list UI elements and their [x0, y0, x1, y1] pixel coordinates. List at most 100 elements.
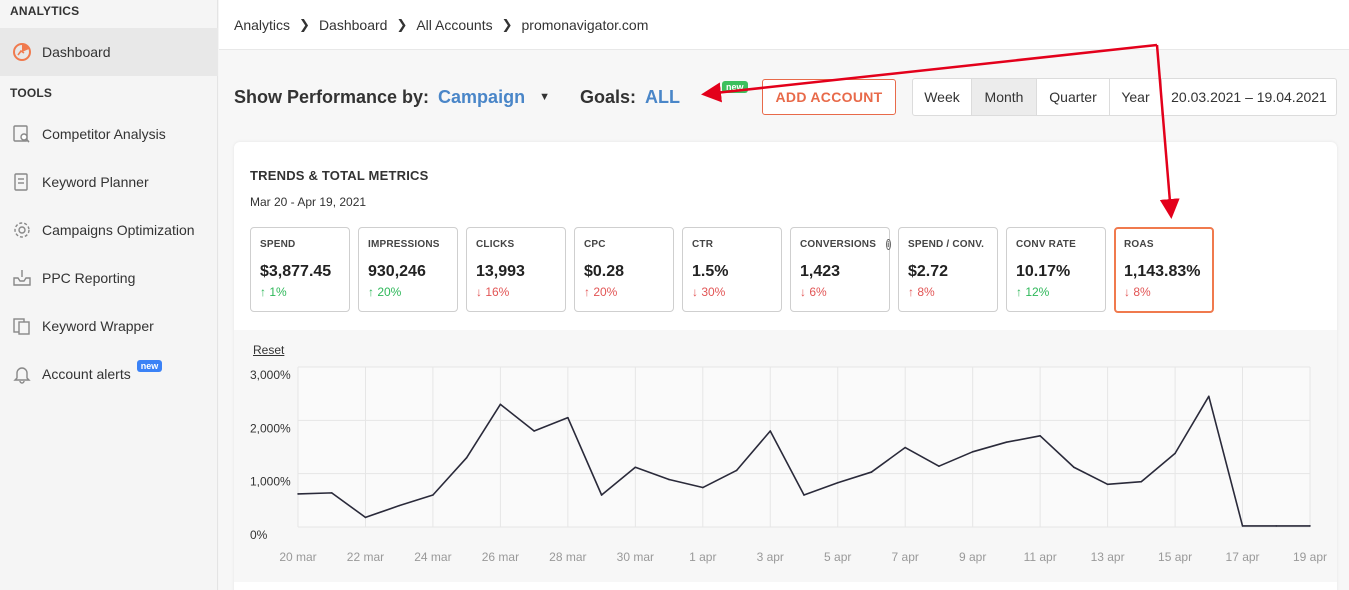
metric-tile-ctr[interactable]: CTR 1.5% ↓ 30% [682, 227, 782, 312]
data-point [432, 494, 434, 496]
metric-label: CLICKS [476, 239, 515, 250]
x-tick-label: 24 mar [414, 550, 451, 564]
data-point [971, 451, 974, 453]
data-point [1208, 395, 1210, 398]
x-tick-label: 22 mar [347, 550, 384, 564]
period-year[interactable]: Year [1110, 79, 1162, 115]
y-tick-label: 1,000% [250, 475, 291, 489]
info-icon[interactable]: i [886, 239, 891, 250]
data-point [668, 478, 670, 481]
metric-delta: ↓ 30% [692, 285, 726, 299]
data-point [364, 516, 367, 519]
sidebar-item-dashboard[interactable]: Dashboard [0, 28, 218, 76]
chart-area: Reset 0% 1,000% 2,000% 3,000% 20 mar 22 mar 24… [234, 330, 1337, 582]
add-account-button[interactable]: ADD ACCOUNT [762, 79, 896, 115]
sidebar-item-keyword-planner[interactable]: Keyword Planner [0, 158, 218, 206]
data-point [634, 466, 637, 469]
goals-new-badge: new [722, 81, 748, 93]
data-point [1174, 452, 1176, 455]
sidebar-item-label: Account alerts [42, 366, 131, 382]
metric-value: $3,877.45 [260, 263, 332, 280]
x-tick-label: 5 apr [824, 550, 851, 564]
sidebar-item-keyword-wrapper[interactable]: Keyword Wrapper [0, 302, 218, 350]
show-performance-label: Show Performance by: [234, 86, 430, 107]
metric-value: 1,423 [800, 263, 841, 280]
metric-value: 13,993 [476, 263, 525, 280]
card-title: TRENDS & TOTAL METRICS [250, 168, 429, 183]
data-point [904, 446, 906, 449]
metric-tile-conv-rate[interactable]: CONV RATE 10.17% ↑ 12% [1006, 227, 1106, 312]
breadcrumb-analytics[interactable]: Analytics [234, 16, 291, 33]
metric-delta: ↑ 20% [584, 285, 618, 299]
performance-by-select[interactable]: Campaign [438, 86, 526, 107]
x-tick-label: 11 apr [1024, 550, 1057, 564]
sidebar-item-competitor-analysis[interactable]: Competitor Analysis [0, 110, 218, 158]
chevron-right-icon: ❯ [396, 16, 408, 32]
chevron-right-icon: ❯ [501, 16, 513, 32]
plot-background [298, 367, 1310, 527]
metric-tile-spend[interactable]: SPEND $3,877.45 ↑ 1% [250, 227, 350, 312]
period-month[interactable]: Month [972, 79, 1037, 115]
y-tick-label: 0% [250, 528, 268, 542]
x-tick-label: 19 apr [1293, 550, 1327, 564]
period-selector: Week Month Quarter Year 20.03.2021 – 19.… [912, 78, 1337, 116]
metric-value: 1.5% [692, 263, 729, 280]
new-badge: new [136, 360, 163, 372]
metric-label: SPEND / CONV. [908, 239, 985, 250]
card-date-range: Mar 20 - Apr 19, 2021 [250, 195, 367, 209]
goals-select[interactable]: ALL [644, 86, 680, 107]
breadcrumb: Analytics ❯ Dashboard ❯ All Accounts ❯ p… [219, 0, 1349, 50]
caret-down-icon[interactable]: ▼ [539, 91, 550, 103]
dashboard-icon [11, 41, 33, 63]
metric-label-text: CONVERSIONS [800, 239, 877, 250]
metric-label: CONVERSIONS i [800, 239, 891, 250]
data-point [1073, 466, 1075, 469]
sidebar-item-account-alerts[interactable]: Account alerts new [0, 350, 218, 398]
data-point [1005, 441, 1008, 443]
trends-card: TRENDS & TOTAL METRICS Mar 20 - Apr 19, … [234, 142, 1337, 590]
reset-link[interactable]: Reset [253, 343, 285, 357]
data-point [465, 456, 468, 459]
sidebar-item-label: Keyword Planner [42, 174, 149, 190]
x-tick-label: 3 apr [757, 550, 784, 564]
sidebar-item-campaigns-optimization[interactable]: Campaigns Optimization [0, 206, 218, 254]
date-range-picker[interactable]: 20.03.2021 – 19.04.2021 [1171, 89, 1327, 105]
metric-label: ROAS [1124, 239, 1154, 250]
x-tick-label: 28 mar [549, 550, 586, 564]
period-quarter[interactable]: Quarter [1037, 79, 1110, 115]
x-tick-label: 7 apr [892, 550, 919, 564]
metric-delta: ↑ 20% [368, 285, 402, 299]
breadcrumb-dashboard[interactable]: Dashboard [318, 16, 388, 33]
data-point [803, 494, 805, 496]
analytics-heading: ANALYTICS [10, 4, 80, 18]
data-point [938, 465, 940, 467]
metric-tile-impressions[interactable]: IMPRESSIONS 930,246 ↑ 20% [358, 227, 458, 312]
x-tick-label: 13 apr [1091, 550, 1125, 564]
x-tick-label: 20 mar [279, 550, 316, 564]
inbox-icon [11, 267, 33, 289]
data-point [1039, 435, 1041, 437]
chevron-right-icon: ❯ [299, 16, 310, 32]
metric-label: CPC [584, 239, 606, 250]
data-point [1106, 483, 1109, 486]
breadcrumb-account: promonavigator.com [521, 16, 649, 33]
metric-label: SPEND [260, 239, 296, 250]
sidebar-item-ppc-reporting[interactable]: PPC Reporting [0, 254, 218, 302]
pages-icon [11, 315, 33, 337]
metric-value: $2.72 [908, 263, 949, 280]
period-week[interactable]: Week [913, 79, 972, 115]
metric-label: IMPRESSIONS [368, 239, 440, 250]
roas-line-chart[interactable]: 0% 1,000% 2,000% 3,000% 20 mar 22 mar 24 mar 26… [234, 330, 1337, 582]
x-tick-label: 1 apr [689, 550, 716, 564]
metric-tile-conversions[interactable]: CONVERSIONS i 1,423 ↓ 6% [790, 227, 891, 312]
metric-tile-cpc[interactable]: CPC $0.28 ↑ 20% [574, 227, 674, 312]
x-tick-label: 26 mar [482, 550, 519, 564]
metric-tile-roas[interactable]: ROAS 1,143.83% ↓ 8% [1114, 227, 1214, 313]
metric-tile-clicks[interactable]: CLICKS 13,993 ↓ 16% [466, 227, 566, 312]
data-point [567, 416, 569, 419]
metric-label: CONV RATE [1016, 239, 1076, 250]
metric-tile-spend-per-conv[interactable]: SPEND / CONV. $2.72 ↑ 8% [898, 227, 998, 312]
breadcrumb-all-accounts[interactable]: All Accounts [416, 16, 493, 33]
metric-delta: ↓ 6% [800, 285, 827, 299]
x-tick-label: 15 apr [1158, 550, 1192, 564]
